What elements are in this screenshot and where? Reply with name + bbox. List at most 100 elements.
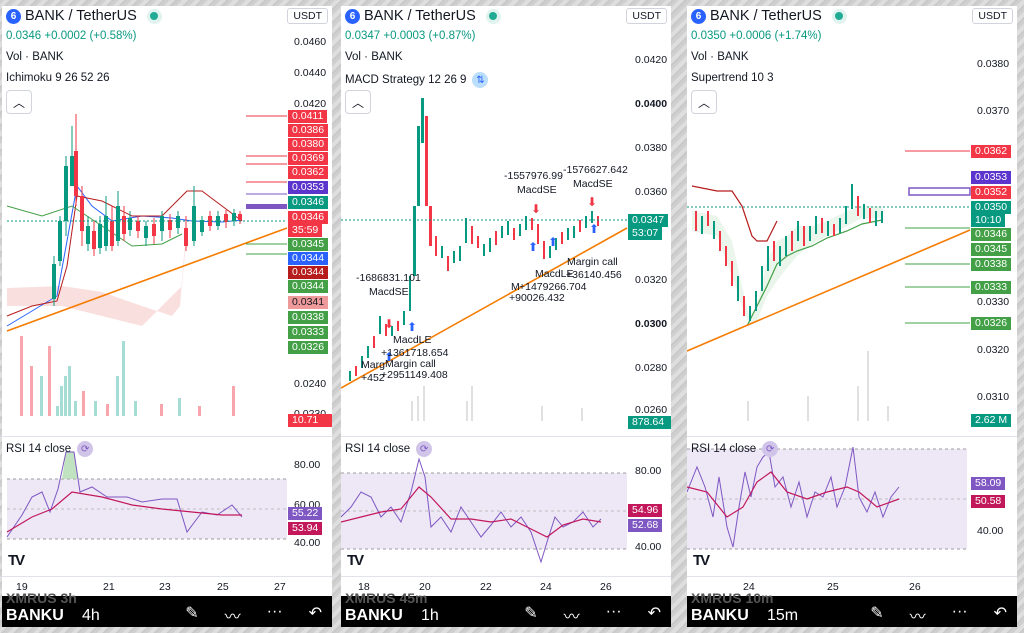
collapse-indicators-button[interactable]: ︿: [691, 90, 717, 114]
time-axis-label: 26: [600, 581, 612, 593]
timeframe-button[interactable]: 1h: [421, 607, 439, 624]
price-pane[interactable]: ⬇ ⬆ ⬆ ⬇ ⬇ ⬆ ⬆ ⬆ 6 BANK / TetherUS USDT 0…: [341, 6, 671, 441]
undo-icon[interactable]: ↶: [647, 605, 661, 622]
supertrend-down: [691, 185, 778, 242]
indicator-label[interactable]: Ichimoku 9 26 52 26: [6, 72, 110, 84]
price-chart-svg[interactable]: [2, 6, 332, 436]
volume-tag: 878.64 K: [628, 416, 671, 441]
candles: [695, 184, 883, 321]
timeframe-button[interactable]: 15m: [767, 607, 799, 624]
trade-annotation: -1686831.101: [356, 272, 421, 284]
price-axis-label: 0.0370: [977, 105, 1010, 117]
price-chart-svg[interactable]: [687, 6, 1017, 436]
volume-tag: 10.71 M: [288, 414, 332, 439]
last-price-tag: 0.0350: [971, 201, 1012, 214]
time-axis[interactable]: 18 20 22 24 26: [341, 576, 671, 597]
volume-bars: [411, 386, 583, 421]
rsi-label[interactable]: RSI 14 close ⟳: [345, 441, 433, 457]
pencil-icon[interactable]: ✎: [185, 605, 199, 622]
symbol-title[interactable]: 6 BANK / TetherUS: [691, 8, 847, 24]
level-tag: 0.0344: [288, 266, 329, 279]
trade-annotation: MacdLE: [393, 334, 432, 346]
more-icon[interactable]: ···: [605, 603, 622, 620]
last-price-tag: 0.0347: [628, 214, 669, 227]
timeframe-button[interactable]: 4h: [82, 607, 100, 624]
strategy-icon[interactable]: ⇅: [472, 72, 489, 88]
refresh-icon[interactable]: ⟳: [416, 441, 433, 457]
indicators-icon[interactable]: 〰: [563, 609, 580, 626]
undo-icon[interactable]: ↶: [993, 605, 1007, 622]
price-chart-svg[interactable]: ⬇ ⬆ ⬆ ⬇ ⬇ ⬆ ⬆ ⬆: [341, 6, 671, 436]
volume-bars: [20, 336, 235, 416]
pencil-icon[interactable]: ✎: [524, 605, 538, 622]
price-pane[interactable]: 6 BANK / TetherUS USDT 0.0346 +0.0002 (+…: [2, 6, 332, 439]
rsi-axis-label: 40.00: [294, 537, 321, 549]
level-tag: 0.0362: [971, 145, 1012, 158]
collapse-indicators-button[interactable]: ︿: [6, 90, 32, 114]
indicators-icon[interactable]: 〰: [909, 609, 926, 626]
rsi-pane[interactable]: RSI 14 close ⟳ 40.00 58.09 50.58 TV: [687, 436, 1017, 577]
rsi-axis-label: 40.00: [635, 541, 662, 553]
currency-selector[interactable]: USDT: [287, 8, 328, 24]
trade-annotation: +2951149.408: [381, 369, 448, 381]
time-axis-label: 25: [217, 581, 229, 593]
more-icon[interactable]: ···: [951, 603, 968, 620]
trade-annotation: Marg: [361, 359, 385, 371]
symbol-name: BANK / TetherUS: [710, 8, 822, 24]
indicators-icon[interactable]: 〰: [224, 609, 241, 626]
market-status-icon[interactable]: [485, 8, 501, 24]
undo-icon[interactable]: ↶: [308, 605, 322, 622]
level-tag: 0.0346: [971, 228, 1012, 241]
chart-panel-15m[interactable]: 6 BANK / TetherUS USDT 0.0350 +0.0006 (+…: [687, 6, 1017, 627]
volume-bars: [747, 351, 889, 421]
market-status-icon[interactable]: [831, 8, 847, 24]
symbol-button[interactable]: BANKU: [691, 607, 749, 624]
svg-text:⬇: ⬇: [587, 195, 597, 209]
rsi-pane[interactable]: RSI 14 close ⟳ 80.00 60.00 40.00 55.22 53…: [2, 436, 332, 577]
time-axis[interactable]: 19 21 23 25 27: [2, 576, 332, 597]
indicator-label[interactable]: Supertrend 10 3: [691, 72, 773, 84]
bank-coin-icon: 6: [6, 8, 21, 24]
rsi-chart-svg: [341, 457, 627, 564]
candles: [52, 114, 242, 306]
time-axis[interactable]: 24 25 26: [687, 576, 1017, 597]
trade-annotation: +1361718.654: [381, 347, 449, 359]
trade-annotation: +90026.432: [509, 292, 565, 304]
level-tag: 0.0386: [288, 124, 329, 137]
currency-selector[interactable]: USDT: [626, 8, 667, 24]
level-tag: 0.0344: [288, 252, 329, 265]
indicator-label[interactable]: MACD Strategy 12 26 9 ⇅: [345, 72, 489, 88]
tradingview-logo: TV: [8, 552, 25, 569]
supertrend-up: [746, 219, 883, 327]
volume-label[interactable]: Vol · BANK: [691, 51, 749, 63]
level-tag: 0.0326: [288, 341, 329, 354]
ghost-symbol: XMRUS 3h: [6, 590, 77, 606]
rsi-pane[interactable]: RSI 14 close ⟳ 80.00 40.00 54.96 52.68 TV: [341, 436, 671, 577]
market-status-icon[interactable]: [146, 8, 162, 24]
symbol-button[interactable]: BANKU: [345, 607, 403, 624]
trade-annotation: MacdSE: [517, 184, 557, 196]
volume-label[interactable]: Vol · BANK: [6, 51, 64, 63]
price-axis-label: 0.0260: [635, 404, 668, 416]
refresh-icon[interactable]: ⟳: [77, 441, 94, 457]
price-pane[interactable]: 6 BANK / TetherUS USDT 0.0350 +0.0006 (+…: [687, 6, 1017, 436]
volume-label[interactable]: Vol · BANK: [345, 51, 403, 63]
price-axis-label: 0.0300: [635, 318, 668, 330]
chart-panel-4h[interactable]: 6 BANK / TetherUS USDT 0.0346 +0.0002 (+…: [2, 6, 332, 627]
level-tag: 0.0345: [288, 238, 329, 251]
symbol-button[interactable]: BANKU: [6, 607, 64, 624]
indicator-name: Supertrend 10 3: [691, 72, 774, 84]
chart-panel-1h[interactable]: ⬇ ⬆ ⬆ ⬇ ⬇ ⬆ ⬆ ⬆ 6 BANK / TetherUS USDT 0…: [341, 6, 671, 627]
collapse-indicators-button[interactable]: ︿: [345, 90, 371, 114]
symbol-title[interactable]: 6 BANK / TetherUS: [345, 8, 501, 24]
rsi-label[interactable]: RSI 14 close ⟳: [6, 441, 94, 457]
rsi-label[interactable]: RSI 14 close ⟳: [691, 441, 779, 457]
more-icon[interactable]: ···: [266, 603, 283, 620]
level-tag: 0.0338: [971, 258, 1012, 271]
level-tag: 0.0344: [288, 280, 329, 293]
pencil-icon[interactable]: ✎: [870, 605, 884, 622]
currency-selector[interactable]: USDT: [972, 8, 1013, 24]
rsi-ma-tag: 50.58: [971, 495, 1006, 508]
symbol-title[interactable]: 6 BANK / TetherUS: [6, 8, 162, 24]
refresh-icon[interactable]: ⟳: [762, 441, 779, 457]
